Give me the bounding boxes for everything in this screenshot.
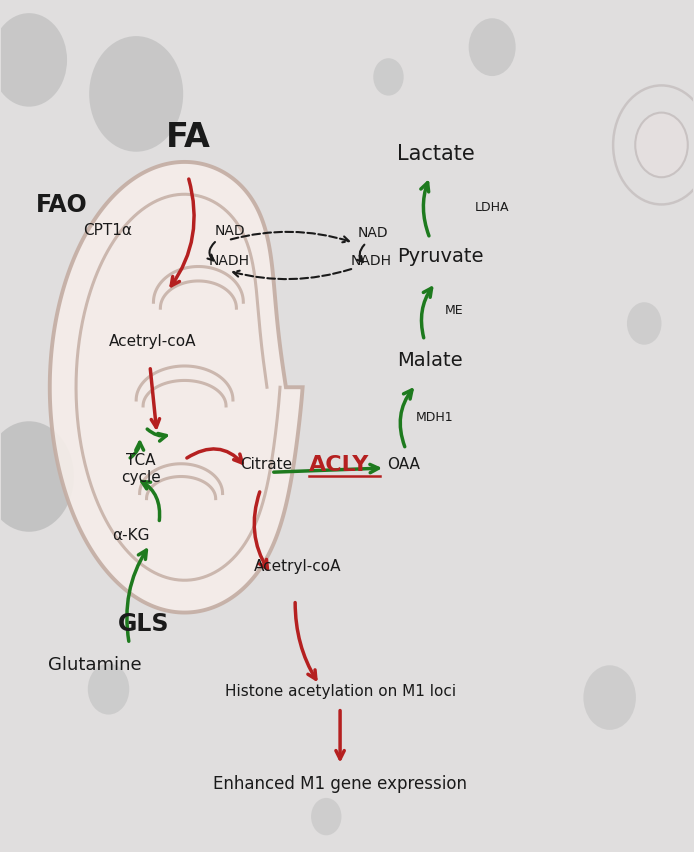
Circle shape	[468, 20, 516, 77]
Text: GLS: GLS	[117, 611, 169, 635]
Text: Acetryl-coA: Acetryl-coA	[108, 334, 196, 348]
Text: ME: ME	[445, 304, 464, 317]
Text: Glutamine: Glutamine	[49, 655, 142, 673]
Circle shape	[373, 59, 404, 96]
Circle shape	[635, 113, 688, 178]
Text: NADH: NADH	[209, 253, 250, 268]
Text: Histone acetylation on M1 loci: Histone acetylation on M1 loci	[225, 683, 456, 699]
Text: NAD: NAD	[357, 226, 388, 239]
Text: Pyruvate: Pyruvate	[397, 247, 483, 266]
Text: LDHA: LDHA	[475, 200, 509, 213]
Circle shape	[88, 664, 129, 715]
Text: Lactate: Lactate	[397, 144, 475, 164]
Text: ACLY: ACLY	[309, 454, 369, 475]
Circle shape	[584, 665, 636, 730]
Text: OAA: OAA	[387, 457, 420, 472]
Text: TCA
cycle: TCA cycle	[121, 452, 161, 485]
Circle shape	[311, 798, 341, 835]
Text: NADH: NADH	[350, 253, 391, 268]
Text: Citrate: Citrate	[240, 457, 292, 472]
Text: MDH1: MDH1	[416, 411, 454, 424]
Text: α-KG: α-KG	[112, 527, 150, 542]
Polygon shape	[50, 163, 303, 613]
Text: NAD: NAD	[214, 224, 245, 238]
Text: Acetryl-coA: Acetryl-coA	[254, 559, 341, 573]
Text: Enhanced M1 gene expression: Enhanced M1 gene expression	[213, 774, 467, 792]
Text: CPT1α: CPT1α	[83, 223, 132, 239]
Text: Malate: Malate	[397, 350, 462, 369]
Circle shape	[0, 422, 74, 532]
Circle shape	[89, 37, 183, 153]
Circle shape	[0, 14, 67, 107]
Text: FA: FA	[166, 121, 210, 153]
Text: FAO: FAO	[36, 193, 87, 217]
Circle shape	[627, 302, 661, 345]
